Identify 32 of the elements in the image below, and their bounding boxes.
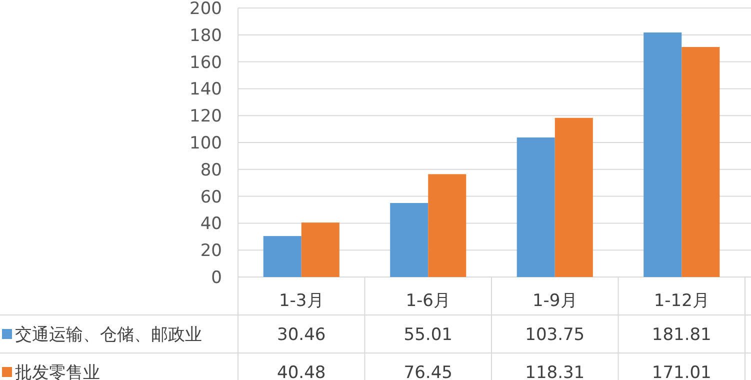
y-tick-label: 40 bbox=[200, 214, 222, 234]
data-label: 76.45 bbox=[404, 362, 452, 380]
bar bbox=[554, 118, 593, 277]
data-label: 40.48 bbox=[277, 362, 326, 380]
y-tick-label: 20 bbox=[200, 241, 222, 262]
y-tick-label: 100 bbox=[190, 133, 222, 154]
x-tick-label: 1-3月 bbox=[278, 290, 324, 311]
bar bbox=[301, 222, 340, 277]
data-label: 118.31 bbox=[525, 362, 585, 380]
bar bbox=[263, 236, 302, 277]
data-label: 30.46 bbox=[277, 324, 326, 345]
data-label: 181.81 bbox=[652, 324, 712, 345]
x-tick-label: 1-6月 bbox=[406, 290, 451, 311]
bar bbox=[644, 32, 682, 277]
y-tick-label: 200 bbox=[190, 0, 222, 19]
y-tick-label: 80 bbox=[200, 160, 222, 180]
y-tick-label: 180 bbox=[190, 26, 222, 46]
data-label: 103.75 bbox=[525, 324, 585, 345]
y-tick-label: 160 bbox=[190, 52, 222, 73]
y-tick-label: 60 bbox=[200, 187, 222, 208]
x-tick-label: 1-9月 bbox=[532, 290, 578, 311]
data-label: 55.01 bbox=[404, 324, 452, 345]
bar bbox=[682, 46, 720, 277]
y-tick-label: 120 bbox=[190, 106, 222, 127]
bar bbox=[390, 203, 428, 277]
data-label: 171.01 bbox=[652, 362, 712, 380]
legend-label: 交通运输、仓储、邮政业 bbox=[15, 324, 202, 345]
bar bbox=[516, 137, 555, 277]
x-tick-label: 1-12月 bbox=[654, 290, 710, 311]
y-tick-label: 140 bbox=[190, 80, 222, 100]
y-tick-label: 0 bbox=[211, 268, 222, 288]
bar bbox=[428, 174, 466, 277]
